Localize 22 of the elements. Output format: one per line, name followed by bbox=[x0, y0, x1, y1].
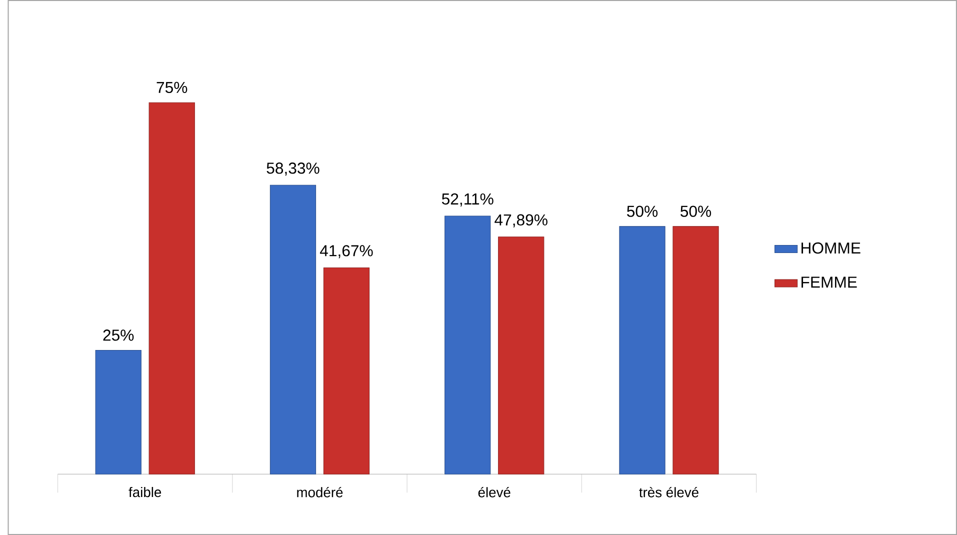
bar bbox=[619, 226, 666, 474]
bar bbox=[444, 216, 491, 474]
bar bbox=[498, 236, 544, 474]
data-label: 50% bbox=[680, 206, 712, 217]
data-label: 75% bbox=[156, 82, 188, 94]
legend-label: HOMME bbox=[802, 242, 860, 254]
x-tick-label: très élevé bbox=[639, 486, 698, 498]
x-tick-label: élevé bbox=[478, 486, 510, 498]
bar bbox=[323, 267, 370, 474]
x-tick-label: modéré bbox=[297, 486, 343, 498]
data-label: 50% bbox=[627, 206, 658, 217]
data-label: 41,67% bbox=[320, 245, 373, 258]
bar bbox=[95, 350, 142, 474]
data-label: 47,89% bbox=[494, 214, 548, 228]
bar bbox=[270, 184, 316, 474]
data-label: 25% bbox=[103, 330, 134, 341]
x-tick-label: faible bbox=[128, 486, 162, 498]
data-label: 52,11% bbox=[442, 193, 494, 206]
bar bbox=[148, 102, 195, 474]
legend-label: FEMME bbox=[802, 276, 857, 288]
data-label: 58,33% bbox=[266, 162, 320, 176]
bar bbox=[672, 226, 719, 474]
